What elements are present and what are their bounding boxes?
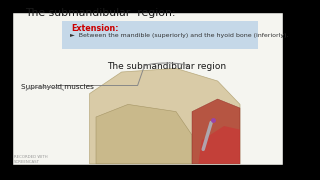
Polygon shape [198, 126, 240, 164]
Text: The submandibular  region:: The submandibular region: [25, 8, 175, 18]
Polygon shape [96, 104, 192, 164]
Bar [0, 0, 12, 180]
Polygon shape [90, 68, 240, 164]
Text: Suprahyoid muscles: Suprahyoid muscles [21, 84, 94, 90]
Bar [0, 0, 320, 12]
Text: Extension:: Extension: [71, 24, 118, 33]
Text: RECORDED WITH
SCREENCAST: RECORDED WITH SCREENCAST [14, 155, 47, 164]
Bar [283, 0, 320, 180]
FancyBboxPatch shape [12, 12, 283, 165]
Text: The submandibular region: The submandibular region [107, 62, 226, 71]
Polygon shape [192, 99, 240, 164]
Bar [0, 165, 320, 180]
Text: ►  Between the mandible (superiorly) and the hyoid bone (inferiorly).: ► Between the mandible (superiorly) and … [70, 33, 288, 38]
FancyBboxPatch shape [62, 21, 258, 49]
